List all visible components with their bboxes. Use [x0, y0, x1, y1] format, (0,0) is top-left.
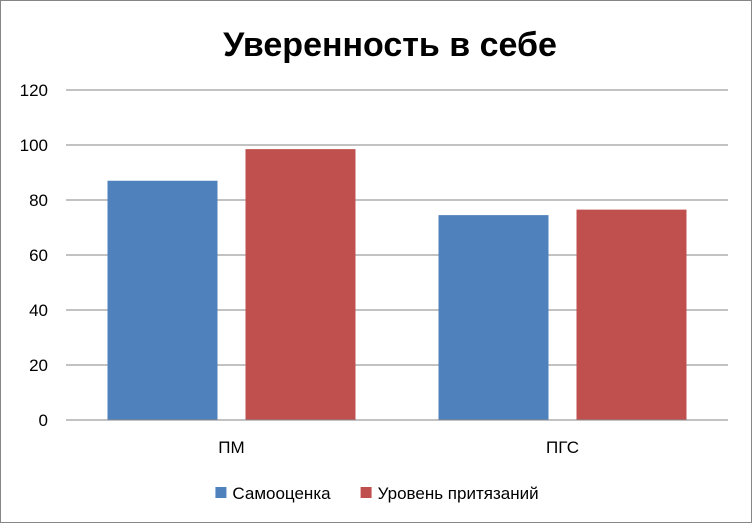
bars	[107, 149, 687, 420]
legend-label: Самооценка	[232, 484, 331, 503]
y-tick-label: 80	[29, 191, 48, 210]
legend-swatch	[360, 487, 372, 498]
chart-title: Уверенность в себе	[223, 26, 557, 64]
y-tick-label: 120	[20, 81, 48, 100]
legend-label: Уровень притязаний	[378, 484, 539, 503]
bar	[107, 180, 218, 420]
y-tick-label: 40	[29, 301, 48, 320]
x-axis-tick-labels: ПМ ПГС	[218, 438, 579, 457]
y-tick-label: 100	[20, 136, 48, 155]
legend: Самооценка Уровень притязаний	[215, 484, 539, 503]
y-tick-label: 20	[29, 356, 48, 375]
bar	[576, 209, 687, 420]
x-tick-label: ПГС	[546, 438, 579, 457]
y-axis-tick-labels: 0 20 40 60 80 100 120	[20, 81, 48, 430]
x-tick-label: ПМ	[218, 438, 244, 457]
legend-swatch	[215, 487, 227, 498]
bar	[438, 215, 549, 420]
y-tick-label: 0	[39, 411, 48, 430]
bar	[245, 149, 356, 420]
y-tick-label: 60	[29, 246, 48, 265]
